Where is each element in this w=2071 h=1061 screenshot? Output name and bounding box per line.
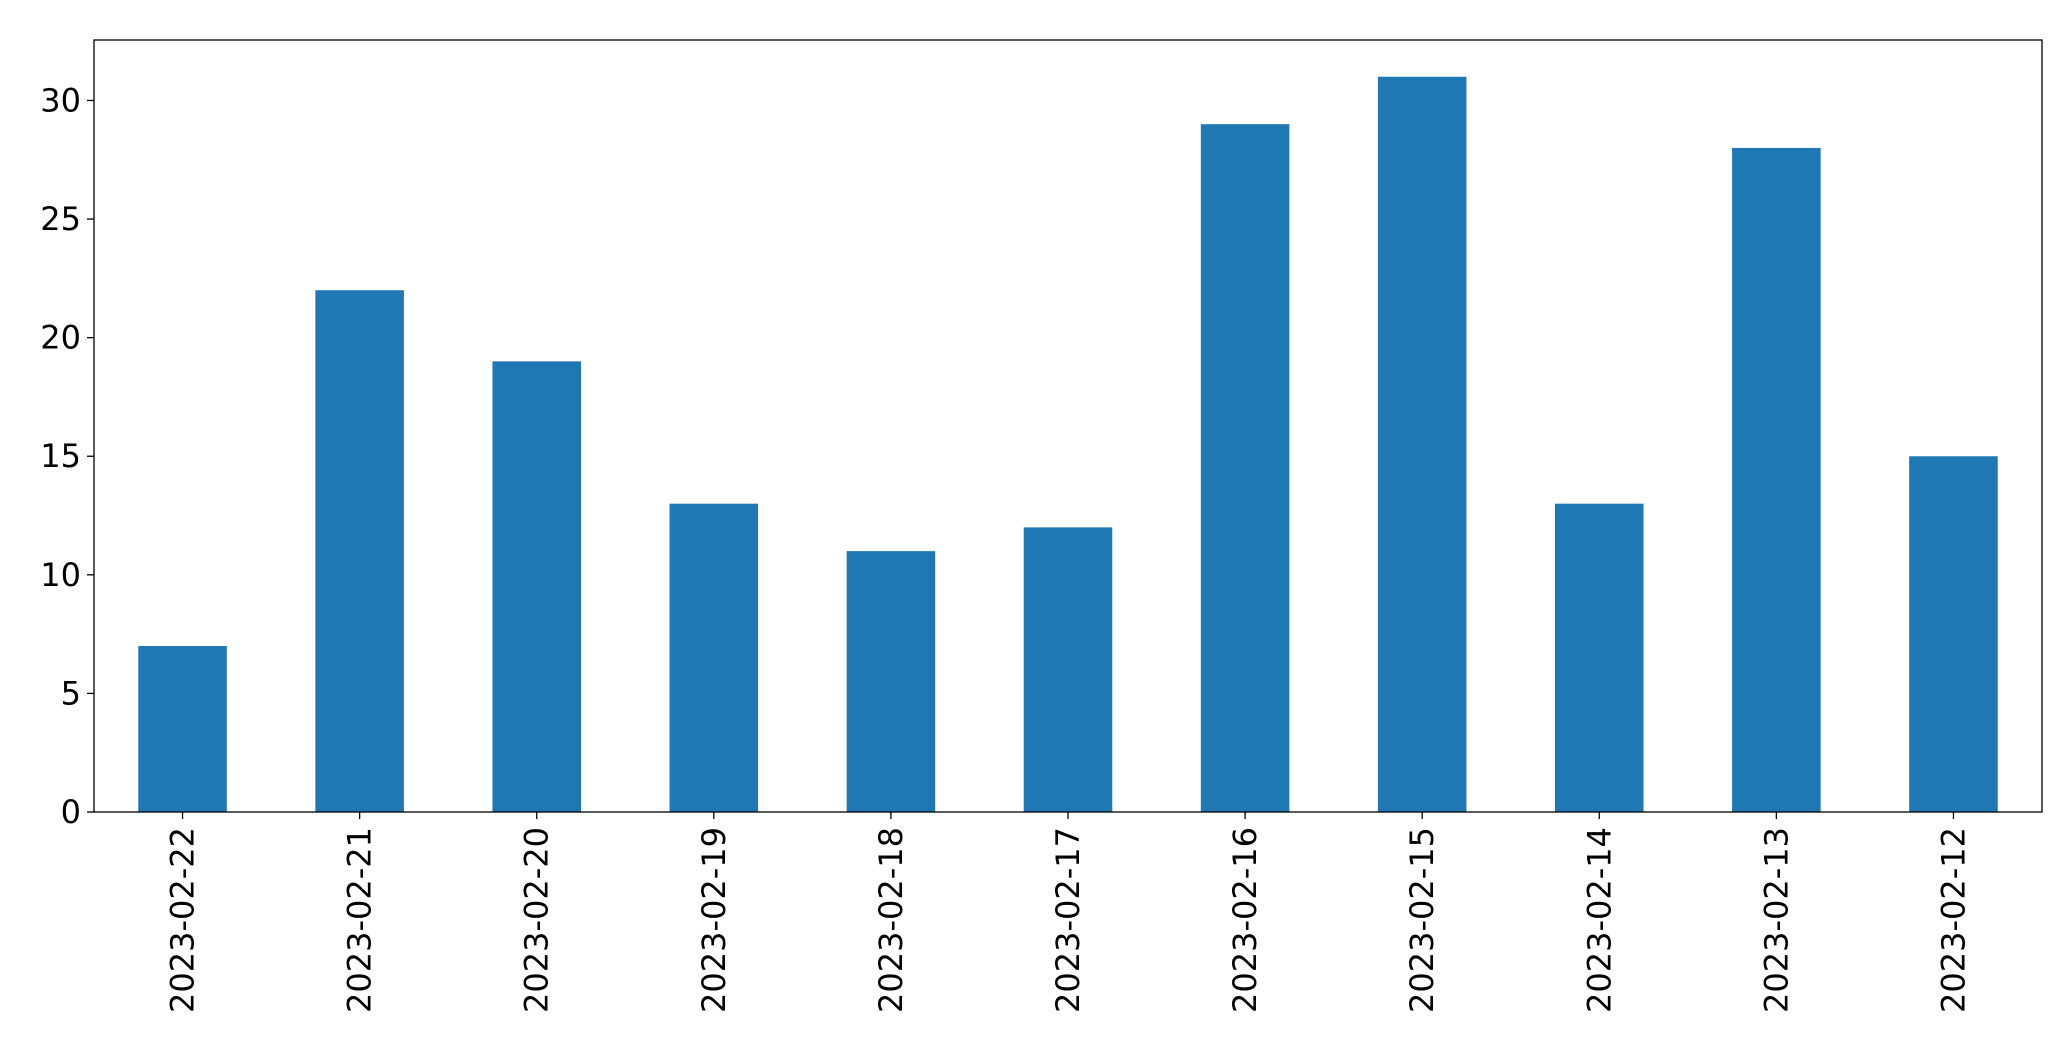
plot-frame [93, 39, 2043, 813]
x-tick-label: 2023-02-13 [1757, 827, 1795, 1013]
x-tick-label: 2023-02-19 [695, 827, 733, 1013]
x-tick-label: 2023-02-14 [1580, 827, 1618, 1013]
bar [492, 361, 581, 812]
bar [669, 503, 759, 812]
x-tick-label: 2023-02-15 [1403, 827, 1441, 1013]
x-tick-label: 2023-02-22 [164, 827, 202, 1013]
bar [1732, 147, 1821, 813]
y-tick-label: 30 [40, 81, 81, 119]
x-tick-label: 2023-02-17 [1049, 827, 1087, 1013]
y-tick-label: 5 [61, 674, 81, 712]
y-tick-label: 20 [40, 319, 81, 357]
bar [1555, 503, 1644, 812]
y-tick-label: 25 [40, 200, 81, 238]
bar [138, 645, 227, 812]
bar [1023, 527, 1113, 812]
x-tick-label: 2023-02-20 [518, 827, 556, 1013]
x-tick-label: 2023-02-21 [341, 827, 379, 1013]
bar [1377, 76, 1467, 812]
bar [315, 290, 404, 812]
y-tick-label: 15 [40, 437, 81, 475]
bar [1200, 124, 1290, 813]
y-tick-label: 10 [40, 556, 81, 594]
x-tick-label: 2023-02-18 [872, 827, 910, 1013]
x-tick-label: 2023-02-12 [1934, 827, 1972, 1013]
x-tick-label: 2023-02-16 [1226, 827, 1264, 1013]
y-tick-label: 0 [61, 793, 81, 831]
bar [1909, 456, 1998, 812]
bar [846, 551, 936, 812]
